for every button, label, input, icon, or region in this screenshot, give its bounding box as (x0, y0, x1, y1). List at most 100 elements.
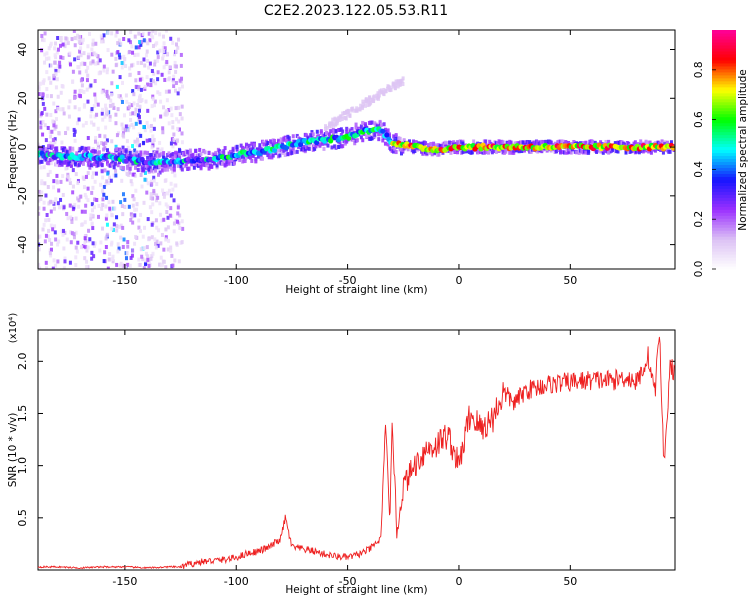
heatmap-cell (341, 144, 345, 149)
heatmap-cell (171, 187, 175, 192)
heatmap-cell (77, 40, 81, 45)
heatmap-cell (334, 129, 338, 134)
heatmap-cell (86, 65, 90, 70)
colorbar-band (712, 137, 736, 142)
heatmap-cell (119, 223, 123, 228)
heatmap-cell (123, 154, 127, 159)
heatmap-cell (386, 142, 390, 147)
heatmap-cell (319, 129, 323, 134)
heatmap-cell (127, 160, 131, 165)
heatmap-cell (359, 124, 363, 129)
heatmap-cell (105, 138, 109, 143)
heatmap-cell (139, 42, 143, 47)
heatmap-cell (104, 216, 108, 221)
heatmap-cell (54, 124, 58, 129)
heatmap-cell (42, 38, 46, 43)
heatmap-cell (96, 126, 100, 131)
heatmap-cell (97, 203, 101, 208)
heatmap-cell (375, 96, 379, 101)
heatmap-cell (78, 34, 82, 39)
heatmap-cell (127, 102, 131, 107)
heatmap-cell (295, 149, 299, 154)
heatmap-cell (363, 99, 367, 104)
heatmap-cell (56, 94, 60, 99)
x-axis-label: Height of straight line (km) (285, 584, 427, 596)
heatmap-cell (60, 162, 64, 167)
heatmap-cell (41, 92, 45, 97)
heatmap-cell (160, 218, 164, 223)
heatmap-cell (167, 151, 171, 156)
colorbar-band (712, 92, 736, 97)
heatmap-cell (147, 263, 151, 268)
colorbar-band (712, 155, 736, 160)
heatmap-cell (38, 85, 41, 90)
heatmap-cell (134, 78, 138, 83)
heatmap-cell (128, 170, 132, 175)
heatmap-cell (165, 209, 169, 214)
heatmap-cell (102, 259, 106, 264)
heatmap-cell (159, 114, 163, 119)
y-axis-label: SNR (10 * v/v) (7, 413, 19, 488)
heatmap-cell (126, 172, 130, 177)
heatmap-cell (365, 133, 369, 138)
heatmap-cell (143, 170, 147, 175)
heatmap-cell (212, 161, 216, 166)
heatmap-cell (96, 147, 100, 152)
heatmap-cell (192, 163, 196, 168)
heatmap-cell (63, 157, 67, 162)
heatmap-cell (146, 41, 150, 46)
heatmap-cell (84, 245, 88, 250)
heatmap-cell (92, 162, 96, 167)
heatmap-cell (533, 142, 537, 147)
heatmap-cell (128, 66, 132, 71)
colorbar-band (712, 62, 736, 67)
heatmap-cell (287, 136, 291, 141)
heatmap-cell (149, 256, 153, 261)
heatmap-cell (149, 123, 153, 128)
heatmap-cell (160, 233, 164, 238)
heatmap-cell (41, 37, 45, 42)
heatmap-cell (84, 146, 88, 151)
heatmap-cell (126, 262, 130, 267)
heatmap-cell (130, 103, 134, 108)
heatmap-cell (180, 140, 184, 145)
heatmap-cell (161, 166, 165, 171)
heatmap-cell (187, 153, 191, 158)
heatmap-cell (52, 150, 56, 155)
heatmap-cell (85, 248, 89, 253)
heatmap-cell (152, 71, 156, 76)
heatmap-cell (287, 139, 291, 144)
heatmap-cell (364, 97, 368, 102)
heatmap-cell (122, 165, 126, 170)
heatmap-cell (170, 166, 174, 171)
heatmap-cell (161, 259, 165, 264)
heatmap-cell (169, 193, 173, 198)
heatmap-cell (154, 168, 158, 173)
heatmap-cell (132, 197, 136, 202)
heatmap-cell (140, 76, 144, 81)
heatmap-cell (136, 137, 140, 142)
heatmap-cell (129, 212, 133, 217)
heatmap-cell (528, 140, 532, 145)
heatmap-cell (138, 77, 142, 82)
heatmap-cell (114, 144, 118, 149)
heatmap-cell (108, 175, 112, 180)
heatmap-cell (52, 206, 56, 211)
heatmap-cell (148, 138, 152, 143)
heatmap-cell (51, 138, 55, 143)
heatmap-cell (587, 148, 591, 153)
heatmap-cell (179, 63, 183, 68)
heatmap-cell (93, 139, 97, 144)
y-tick-label: 40 (16, 43, 29, 57)
heatmap-cell (331, 117, 335, 122)
heatmap-cell (90, 208, 94, 213)
heatmap-cell (144, 251, 148, 256)
heatmap-cell (59, 197, 63, 202)
heatmap-cell (61, 107, 65, 112)
heatmap-cell (192, 165, 196, 170)
heatmap-cell (509, 142, 513, 147)
heatmap-cell (313, 146, 317, 151)
heatmap-cell (106, 30, 110, 35)
heatmap-cell (57, 205, 61, 210)
heatmap-cell (70, 231, 74, 236)
